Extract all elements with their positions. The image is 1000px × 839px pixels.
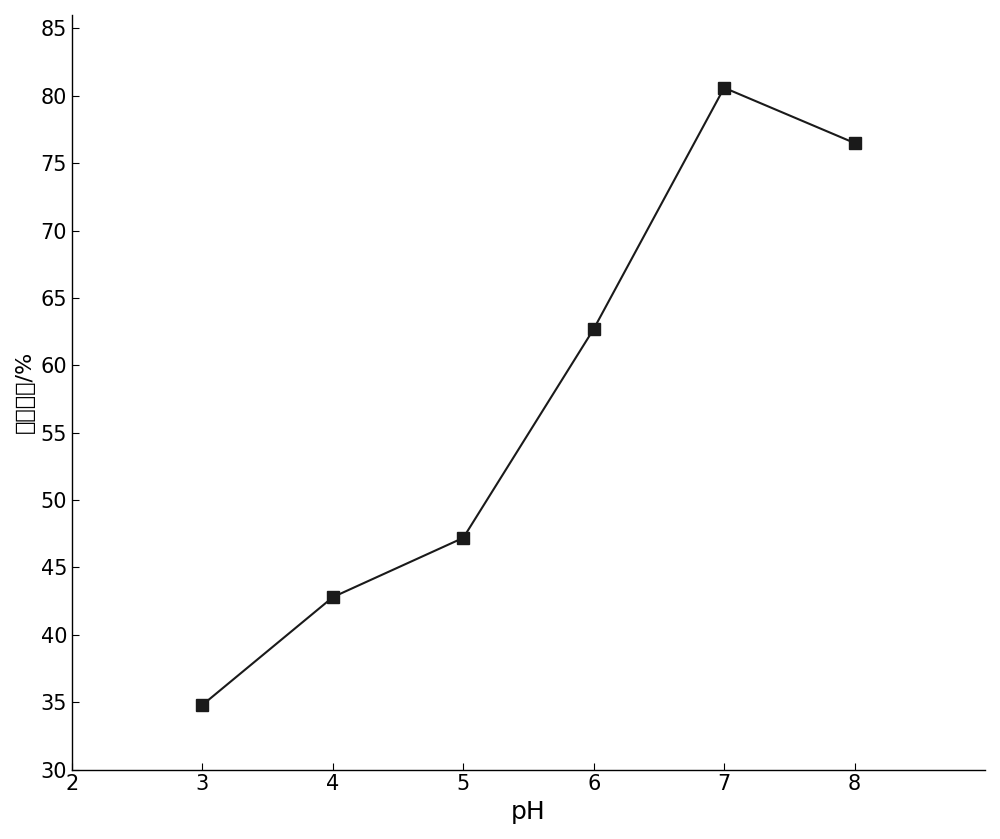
Y-axis label: 吸附效率/%: 吸附效率/%: [15, 352, 35, 434]
X-axis label: pH: pH: [511, 800, 546, 824]
